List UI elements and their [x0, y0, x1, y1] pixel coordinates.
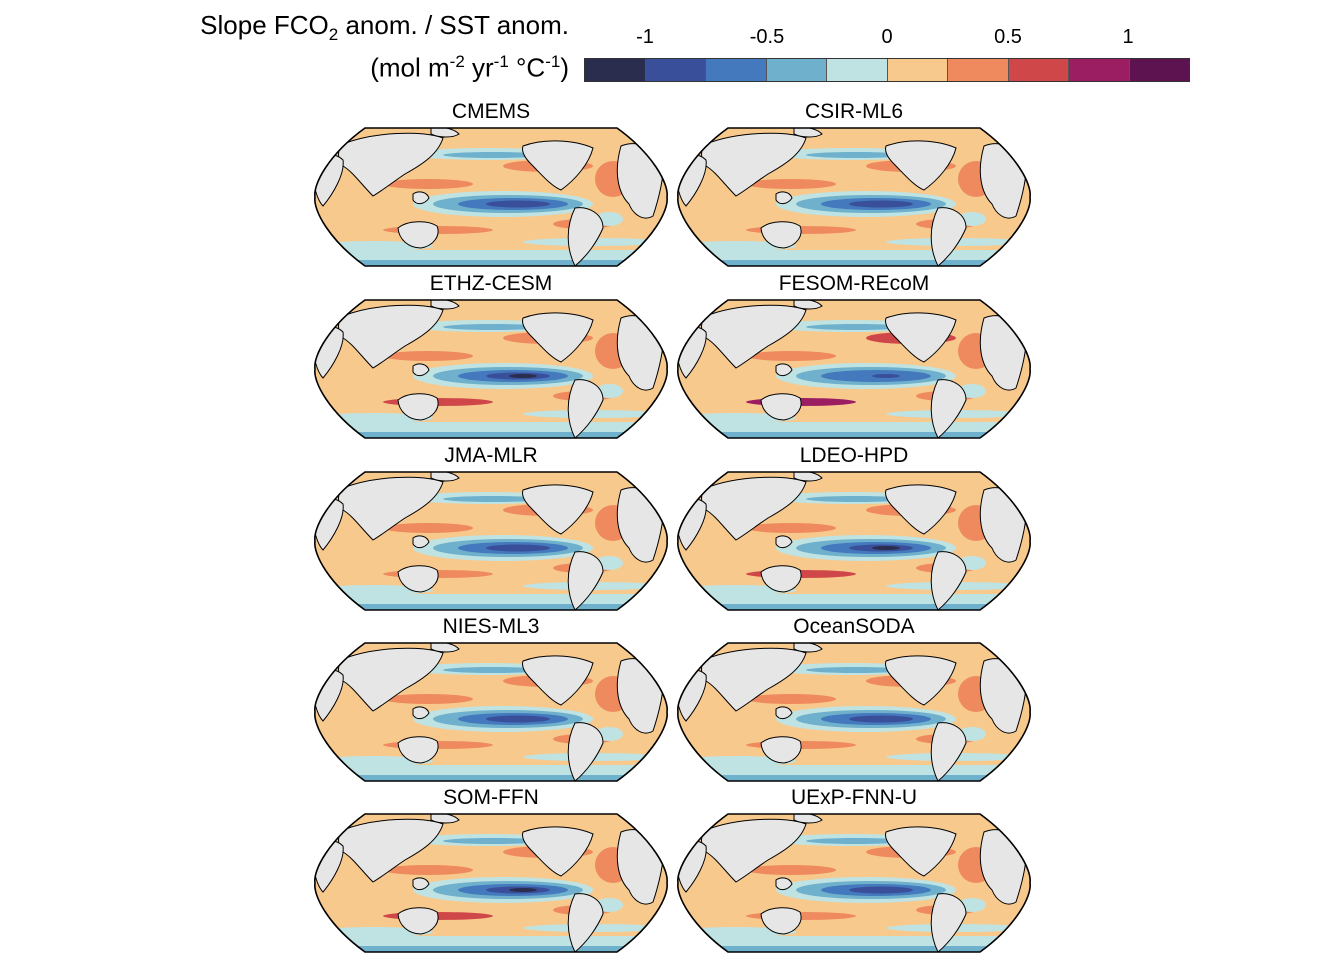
- landmass: [567, 379, 604, 438]
- landmass: [775, 535, 793, 549]
- landmass: [775, 877, 793, 891]
- landmass: [930, 207, 967, 266]
- landmass: [930, 551, 967, 610]
- panel-title: NIES-ML3: [442, 615, 540, 638]
- landmass: [793, 643, 823, 653]
- landmass: [930, 379, 967, 438]
- landmass: [760, 221, 802, 249]
- panel-title: LDEO-HPD: [799, 444, 909, 467]
- landmass: [885, 140, 957, 191]
- panel-title: UExP-FNN-U: [791, 786, 917, 809]
- colorbar-segment: [1069, 59, 1130, 81]
- landmass: [430, 300, 460, 310]
- colorbar-segment: [585, 59, 646, 81]
- world-map: [314, 299, 668, 439]
- panel-title: SOM-FFN: [443, 786, 539, 809]
- panel-title: JMA-MLR: [444, 444, 538, 467]
- landmass: [397, 907, 439, 935]
- colorbar-segment: [706, 59, 767, 81]
- landmass: [760, 393, 802, 421]
- colorbar-segment: [948, 59, 1009, 81]
- legend-units: (mol m-2 yr-1 °C-1): [370, 52, 569, 83]
- landmass: [930, 893, 967, 952]
- landmass: [567, 551, 604, 610]
- world-map: [314, 127, 668, 267]
- colorbar-segment: [827, 59, 888, 81]
- landmass: [775, 191, 793, 205]
- landmass: [522, 140, 594, 191]
- map-panel: SOM-FFN: [313, 786, 669, 956]
- landmass: [930, 722, 967, 781]
- map-panel: CSIR-ML6: [676, 100, 1032, 270]
- world-map: [677, 471, 1031, 611]
- landmass: [430, 128, 460, 138]
- landmass: [775, 363, 793, 377]
- panel-title: FESOM-REcoM: [778, 272, 930, 295]
- panel-title: OceanSODA: [793, 615, 915, 638]
- landmass: [885, 312, 957, 363]
- landmass: [522, 484, 594, 535]
- landmass: [412, 706, 430, 720]
- landmass: [885, 484, 957, 535]
- panel-title: CMEMS: [451, 100, 531, 123]
- landmass: [567, 207, 604, 266]
- landmass: [567, 722, 604, 781]
- landmass: [793, 472, 823, 482]
- colorbar-segment: [887, 59, 948, 81]
- landmass: [760, 565, 802, 593]
- map-panel: FESOM-REcoM: [676, 272, 1032, 442]
- landmass: [522, 655, 594, 706]
- world-map: [314, 471, 668, 611]
- landmass: [522, 312, 594, 363]
- landmass: [397, 736, 439, 764]
- colorbar-tick-label: -0.5: [749, 26, 785, 48]
- landmass: [793, 814, 823, 824]
- landmass: [885, 826, 957, 877]
- landmass: [522, 826, 594, 877]
- landmass: [430, 472, 460, 482]
- landmass: [412, 877, 430, 891]
- map-panel: ETHZ-CESM: [313, 272, 669, 442]
- map-panel: OceanSODA: [676, 615, 1032, 785]
- world-map: [314, 642, 668, 782]
- landmass: [412, 363, 430, 377]
- landmass: [567, 893, 604, 952]
- colorbar-segment: [645, 59, 706, 81]
- colorbar-segment: [1008, 59, 1069, 81]
- landmass: [775, 706, 793, 720]
- landmass: [397, 565, 439, 593]
- landmass: [793, 128, 823, 138]
- colorbar: [584, 58, 1190, 82]
- legend-title: Slope FCO2 anom. / SST anom.: [200, 10, 569, 45]
- map-panel: CMEMS: [313, 100, 669, 270]
- colorbar-tick-label: 0: [881, 26, 893, 48]
- colorbar-tick-label: 1: [1122, 26, 1134, 48]
- landmass: [760, 907, 802, 935]
- world-map: [677, 813, 1031, 953]
- colorbar-tick-label: -1: [636, 26, 654, 48]
- world-map: [677, 642, 1031, 782]
- panel-title: CSIR-ML6: [804, 100, 904, 123]
- landmass: [430, 643, 460, 653]
- landmass: [397, 393, 439, 421]
- landmass: [397, 221, 439, 249]
- colorbar-segment: [1129, 59, 1189, 81]
- panel-title: ETHZ-CESM: [429, 272, 553, 295]
- world-map: [677, 127, 1031, 267]
- landmass: [760, 736, 802, 764]
- world-map: [677, 299, 1031, 439]
- colorbar-segment: [766, 59, 827, 81]
- map-panel: JMA-MLR: [313, 444, 669, 614]
- map-panel: UExP-FNN-U: [676, 786, 1032, 956]
- landmass: [793, 300, 823, 310]
- map-panel: NIES-ML3: [313, 615, 669, 785]
- landmass: [885, 655, 957, 706]
- world-map: [314, 813, 668, 953]
- landmass: [430, 814, 460, 824]
- landmass: [412, 191, 430, 205]
- landmass: [412, 535, 430, 549]
- colorbar-tick-label: 0.5: [994, 26, 1022, 48]
- map-panel: LDEO-HPD: [676, 444, 1032, 614]
